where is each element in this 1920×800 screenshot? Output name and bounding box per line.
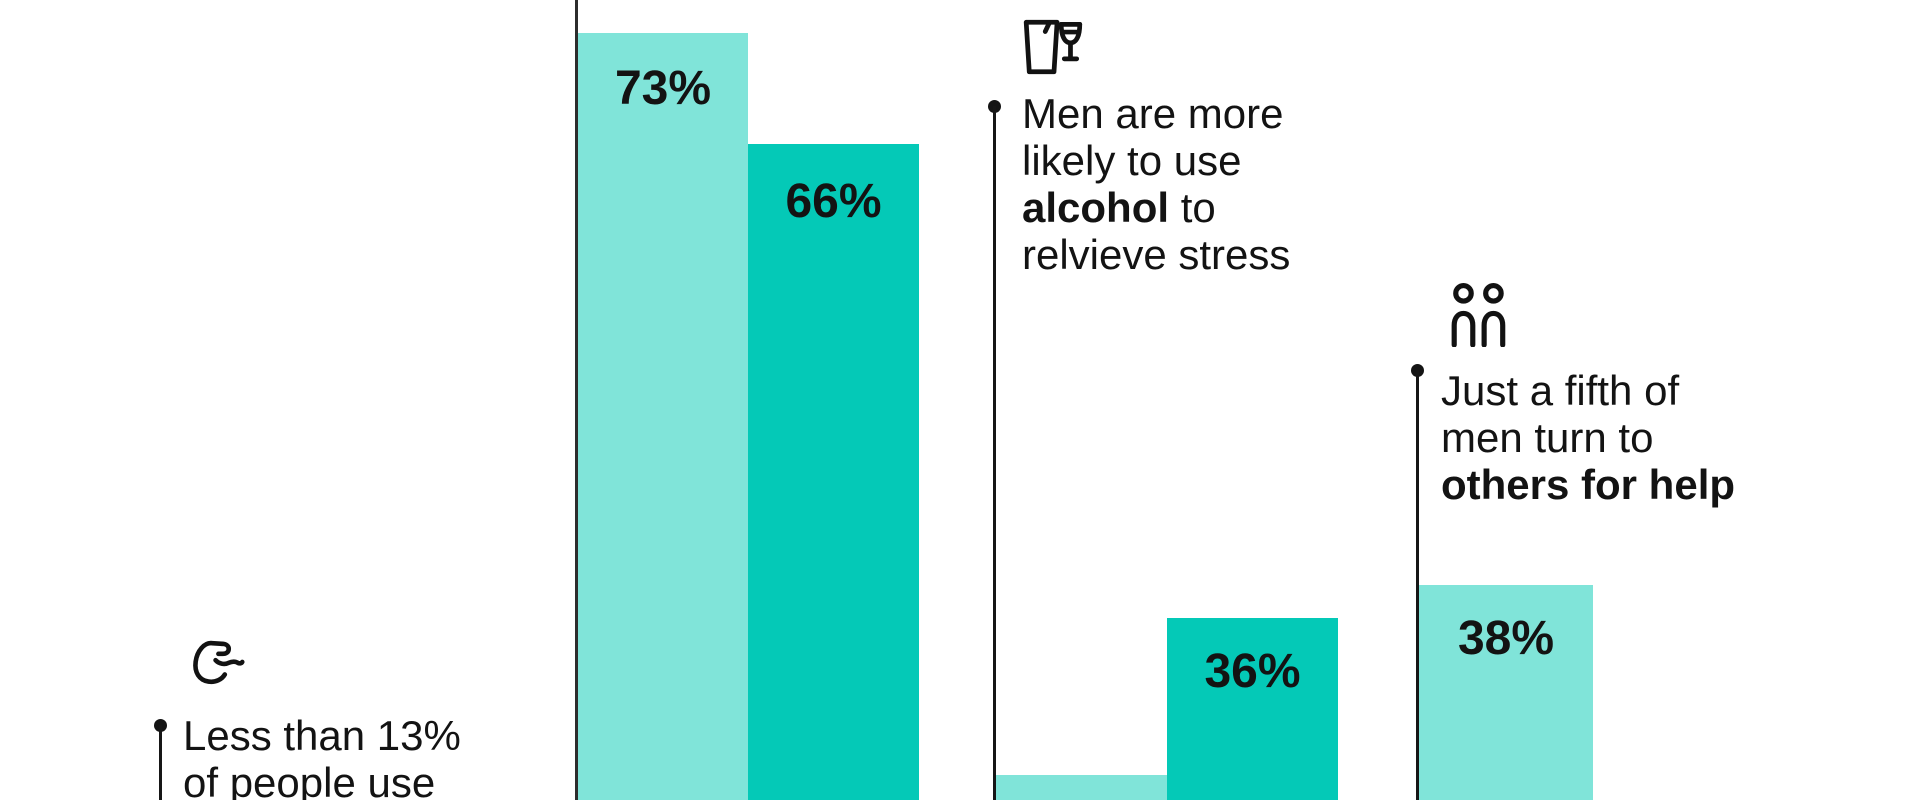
beer-and-wine-glass-icon	[1020, 16, 1088, 78]
group1-axis-line	[575, 0, 578, 800]
bar-unlabeled-light	[996, 775, 1167, 800]
annotation-bold-text: alcohol	[1022, 184, 1170, 231]
annotation-bold-text: others for help	[1441, 461, 1736, 508]
flexed-bicep-icon	[185, 630, 249, 694]
bar-73-percent: 73%	[578, 33, 748, 800]
annotation-line: alcohol to	[1022, 184, 1290, 231]
annotation-line: Men are more	[1022, 90, 1284, 137]
annotation-line: men turn to	[1441, 414, 1654, 461]
annotation-text: to	[1169, 184, 1216, 231]
bar-38-percent: 38%	[1419, 585, 1593, 800]
annotation-line: Less than 13%	[183, 712, 461, 759]
bar-value-label: 36%	[1204, 645, 1301, 698]
exercise-leader-line	[159, 725, 162, 800]
bar-value-label: 73%	[614, 62, 712, 115]
exercise-annotation: Less than 13% of people use	[183, 712, 461, 800]
annotation-line: Just a fifth of	[1441, 367, 1680, 414]
bar-66-percent: 66%	[748, 144, 919, 800]
annotation-line: likely to use	[1022, 137, 1242, 184]
bar-value-label: 66%	[785, 175, 882, 228]
support-annotation: Just a fifth of men turn to others for h…	[1441, 367, 1735, 508]
alcohol-leader-line	[993, 106, 996, 800]
two-people-icon	[1450, 283, 1510, 347]
annotation-line: of people use	[183, 759, 436, 800]
support-leader-line	[1416, 370, 1419, 800]
annotation-line: relvieve stress	[1022, 231, 1291, 278]
bar-value-label: 38%	[1457, 612, 1555, 665]
alcohol-annotation: Men are more likely to use alcohol to re…	[1022, 90, 1290, 278]
bar-36-percent: 36%	[1167, 618, 1338, 800]
